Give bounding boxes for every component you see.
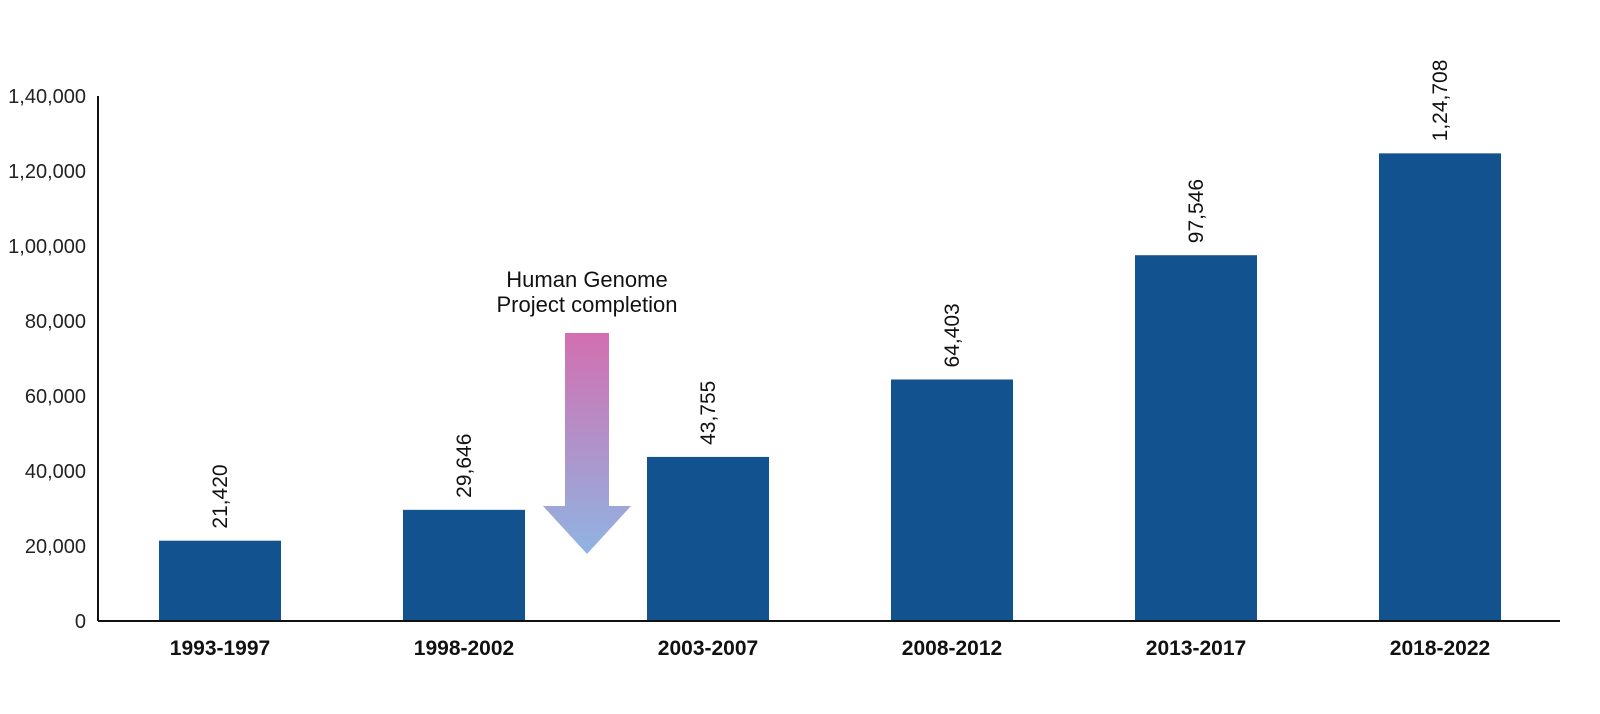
bars: [159, 153, 1501, 621]
y-axis-ticks: 0 20,000 40,000 60,000 80,000 1,00,000 1,20,00…: [8, 86, 86, 633]
x-axis-ticks: 1993-1997 1998-2002 2003-2007 2008-2012 2013…: [170, 637, 1490, 660]
bar: [403, 509, 525, 621]
data-label: 64,403: [941, 303, 964, 367]
y-tick-label: 40,000: [25, 461, 86, 483]
data-label: 43,755: [697, 381, 720, 445]
data-label: 21,420: [209, 464, 232, 528]
bar: [159, 540, 281, 621]
y-tick-label: 1,20,000: [8, 161, 86, 183]
y-tick-label: 0: [75, 611, 86, 633]
y-tick-label: 1,40,000: [8, 86, 86, 108]
data-label: 97,546: [1185, 179, 1208, 243]
x-tick-label: 1993-1997: [170, 637, 270, 660]
y-tick-label: 60,000: [25, 386, 86, 408]
x-tick-label: 2018-2022: [1390, 637, 1490, 660]
human-genome-annotation: Human Genome Project completion: [497, 267, 678, 554]
data-label: 29,646: [453, 434, 476, 498]
x-tick-label: 2013-2017: [1146, 637, 1246, 660]
x-tick-label: 1998-2002: [414, 637, 514, 660]
annotation-text-line-2: Project completion: [497, 292, 678, 317]
annotation-text-line-1: Human Genome: [506, 267, 667, 292]
bar: [891, 379, 1013, 621]
bar: [1379, 153, 1501, 621]
y-tick-label: 80,000: [25, 311, 86, 333]
x-tick-label: 2008-2012: [902, 637, 1002, 660]
value-labels: 21,420 29,646 43,755 64,403 97,546 1,24,708: [209, 60, 1452, 529]
x-tick-label: 2003-2007: [658, 637, 758, 660]
down-arrow-icon: [543, 333, 631, 554]
data-label: 1,24,708: [1429, 60, 1452, 142]
y-tick-label: 1,00,000: [8, 236, 86, 258]
bar: [1135, 255, 1257, 621]
y-tick-label: 20,000: [25, 536, 86, 558]
bar: [647, 456, 769, 621]
